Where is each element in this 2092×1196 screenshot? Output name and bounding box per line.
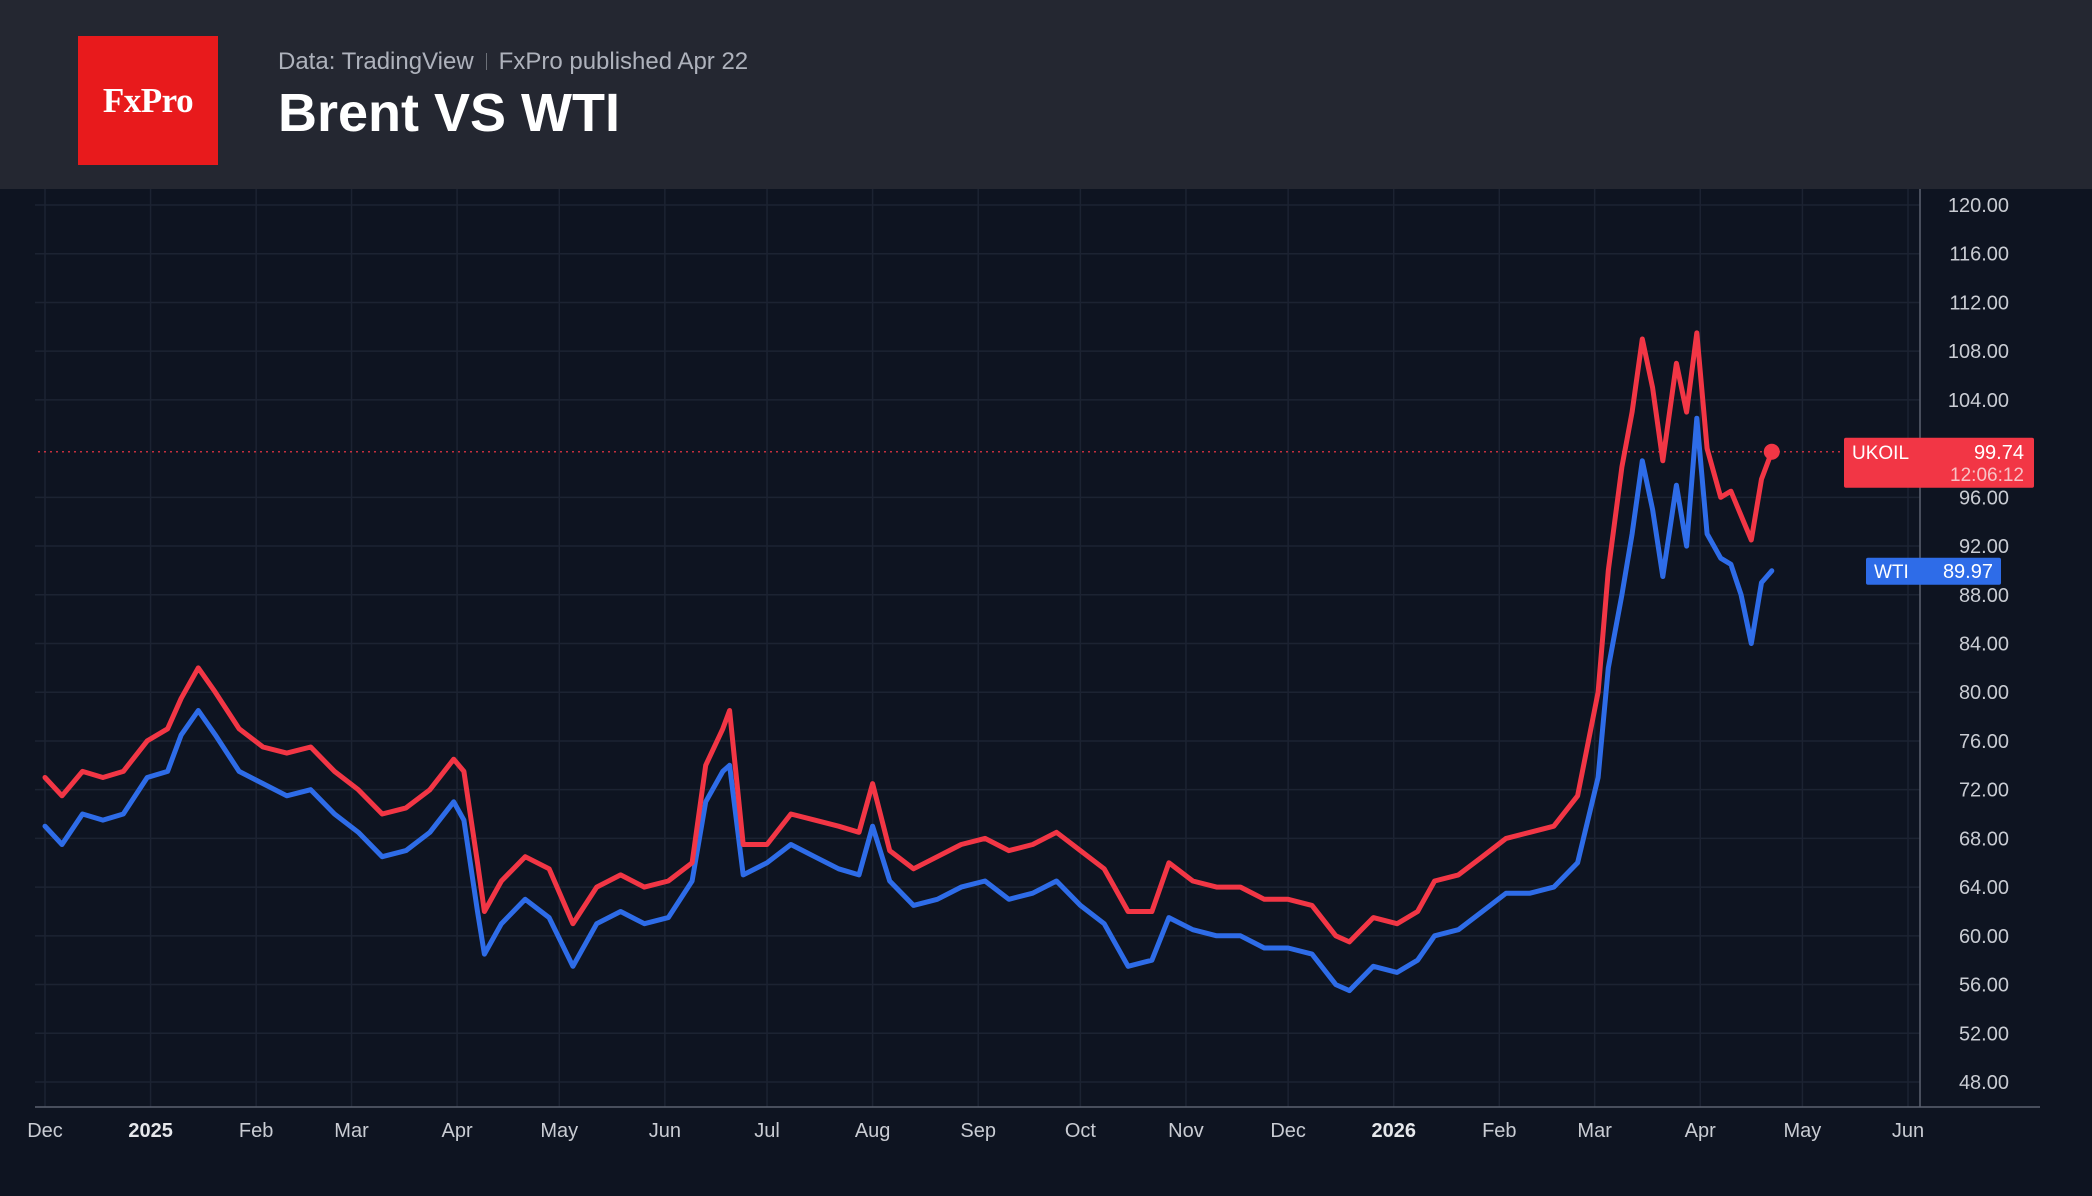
last-price-marker (1763, 443, 1780, 460)
y-tick-label: 112.00 (1949, 292, 2009, 314)
chart-axes (35, 189, 2040, 1108)
y-tick-label: 60.00 (1959, 926, 2009, 948)
x-tick-label: Oct (1065, 1120, 1097, 1142)
x-tick-label: Feb (239, 1120, 273, 1142)
chart-grid (35, 189, 1920, 1107)
x-tick-label: Mar (1577, 1120, 1612, 1142)
y-tick-label: 80.00 (1959, 682, 2009, 704)
fxpro-logo: FxPro (78, 36, 218, 165)
y-tick-label: 52.00 (1959, 1023, 2009, 1045)
x-tick-label: Dec (1270, 1120, 1306, 1142)
y-tick-label: 88.00 (1959, 585, 2009, 607)
ukoil-badge-value: 99.74 (1974, 442, 2024, 464)
ukoil-price-badge (1844, 437, 2034, 488)
x-tick-label: Jul (754, 1120, 780, 1142)
x-tick-label: Sep (960, 1120, 996, 1142)
y-tick-label: 116.00 (1949, 244, 2009, 266)
series-group (42, 330, 1780, 994)
x-tick-label: Aug (855, 1120, 891, 1142)
x-tick-label: Apr (1685, 1120, 1716, 1142)
y-axis-labels: 120.00 116.00 112.00 108.00 104.00 96.00 92.00… (1948, 195, 2009, 1094)
wti-badge-name: WTI (1874, 562, 1909, 583)
chart-subtitle: Data: TradingView FxPro published Apr 22 (278, 48, 748, 76)
subtitle-separator (485, 53, 487, 70)
y-tick-label: 56.00 (1959, 975, 2009, 997)
x-tick-label: Jun (1892, 1120, 1924, 1142)
x-tick-label: 2026 (1371, 1120, 1416, 1142)
x-tick-label: Dec (27, 1120, 63, 1142)
series-line-wti (42, 415, 1775, 994)
y-tick-label: 72.00 (1959, 780, 2009, 802)
y-tick-label: 108.00 (1948, 341, 2009, 363)
y-tick-label: 120.00 (1948, 195, 2009, 217)
ukoil-badge-name: UKOIL (1852, 443, 1909, 464)
x-tick-label: May (540, 1120, 578, 1142)
x-tick-label: May (1784, 1120, 1822, 1142)
y-tick-label: 68.00 (1959, 828, 2009, 850)
y-tick-label: 96.00 (1959, 487, 2009, 509)
x-tick-label: 2025 (128, 1120, 173, 1142)
x-tick-label: Feb (1482, 1120, 1516, 1142)
published-label: FxPro published Apr 22 (498, 48, 749, 75)
x-axis-labels: Dec 2025 Feb Mar Apr May Jun Jul Aug Sep Oct Nov Dec… (27, 1120, 1924, 1142)
y-tick-label: 48.00 (1959, 1072, 2009, 1094)
chart-header: FxPro Data: TradingView FxPro published A… (0, 0, 2092, 189)
x-tick-label: Apr (442, 1120, 473, 1142)
y-tick-label: 64.00 (1959, 877, 2009, 899)
wti-price-badge (1866, 557, 2001, 585)
data-source-label: Data: TradingView (278, 48, 474, 75)
wti-badge-value: 89.97 (1943, 561, 1993, 583)
y-tick-label: 92.00 (1959, 536, 2009, 558)
y-tick-label: 76.00 (1959, 731, 2009, 753)
x-tick-label: Mar (334, 1120, 369, 1142)
series-line-ukoil (42, 330, 1775, 945)
chart-title: Brent VS WTI (278, 83, 621, 143)
x-tick-label: Nov (1168, 1120, 1204, 1142)
y-tick-label: 104.00 (1948, 390, 2009, 412)
y-tick-label: 84.00 (1959, 634, 2009, 656)
price-chart: 120.00 116.00 112.00 108.00 104.00 96.00 92.00… (27, 189, 2040, 1142)
ukoil-badge-countdown: 12:06:12 (1950, 465, 2024, 486)
x-tick-label: Jun (649, 1120, 681, 1142)
